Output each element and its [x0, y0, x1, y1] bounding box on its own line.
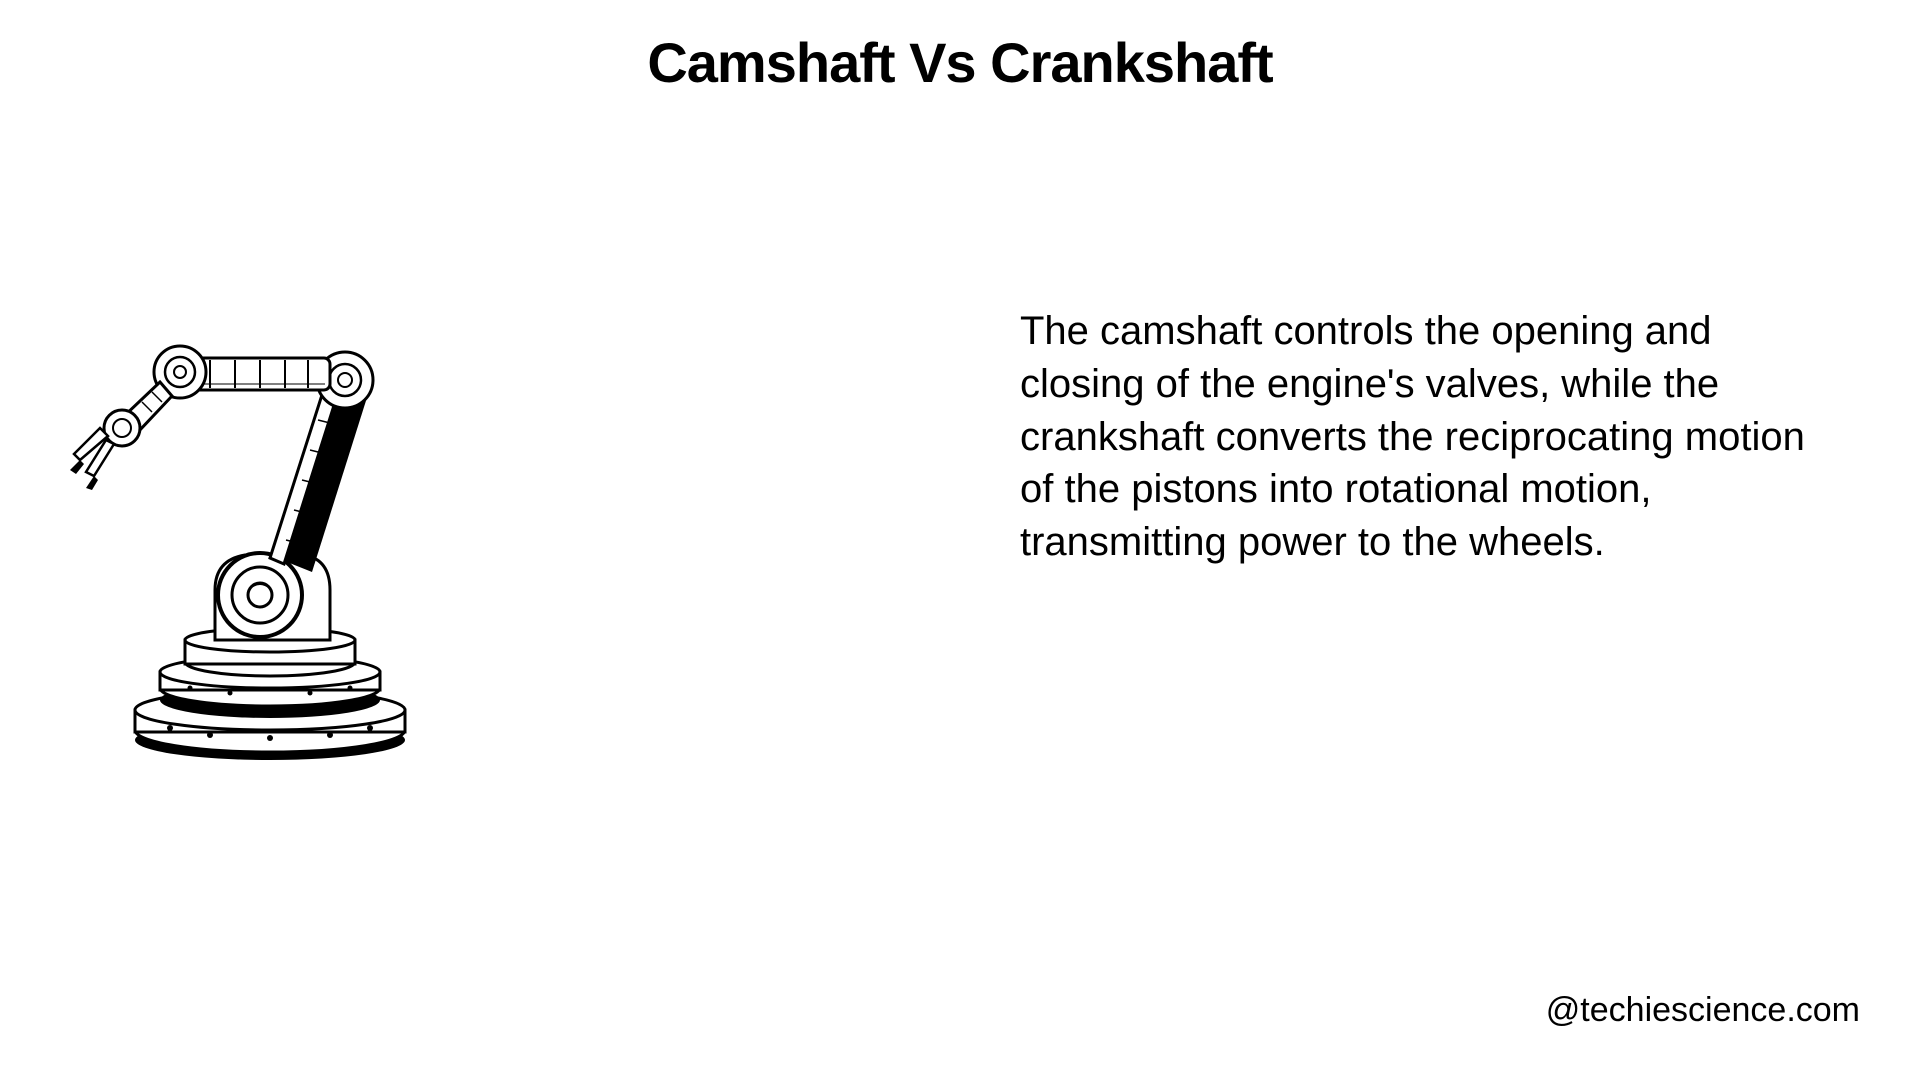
- robotic-arm-icon: [60, 310, 480, 760]
- attribution-label: @techiescience.com: [1546, 991, 1860, 1030]
- body-paragraph: The camshaft controls the opening and cl…: [1020, 305, 1810, 569]
- page-title: Camshaft Vs Crankshaft: [0, 30, 1920, 95]
